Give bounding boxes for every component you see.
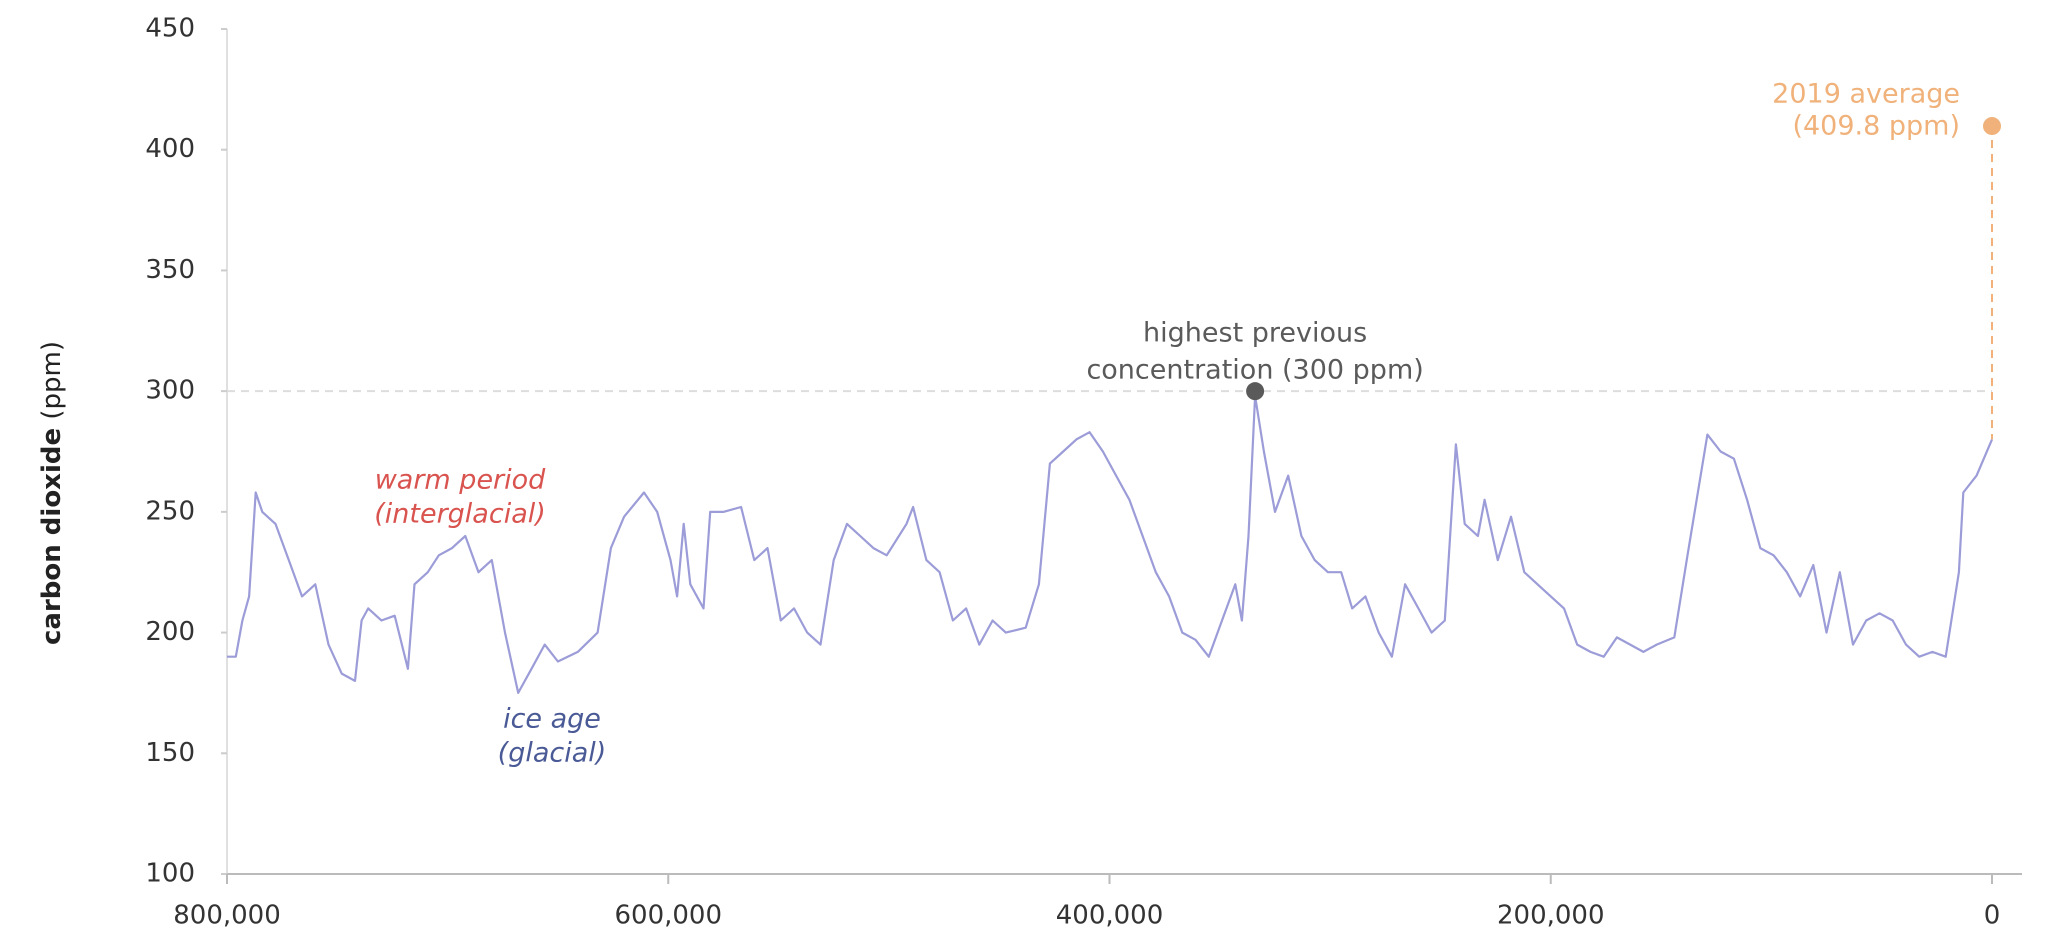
y-axis-label-unit: (ppm) bbox=[37, 341, 67, 420]
x-tick-label: 600,000 bbox=[614, 901, 722, 931]
x-tick-label: 400,000 bbox=[1056, 901, 1164, 931]
x-tick-label: 800,000 bbox=[173, 901, 281, 931]
annotation-marker bbox=[1983, 117, 2001, 136]
y-tick-label: 250 bbox=[145, 496, 195, 526]
y-axis-label-main: carbon dioxide bbox=[37, 428, 67, 645]
y-tick-label: 100 bbox=[145, 859, 195, 889]
y-tick-label: 200 bbox=[145, 617, 195, 647]
y-tick-label: 450 bbox=[145, 14, 195, 44]
y-tick-label: 300 bbox=[145, 376, 195, 406]
annotation-text: concentration (300 ppm) bbox=[1086, 355, 1423, 386]
annotation-text: 2019 average bbox=[1772, 79, 1960, 110]
y-tick-label: 400 bbox=[145, 134, 195, 164]
annotation-text: ice age bbox=[503, 704, 601, 735]
annotation-text: warm period bbox=[375, 465, 546, 496]
x-tick-label: 0 bbox=[1984, 901, 2001, 931]
annotation-text: (interglacial) bbox=[374, 499, 546, 530]
annotation-text: highest previous bbox=[1143, 318, 1367, 349]
y-tick-label: 350 bbox=[145, 255, 195, 285]
annotation-text: (glacial) bbox=[498, 738, 607, 769]
y-axis-label: carbon dioxide (ppm) bbox=[37, 341, 67, 645]
annotation-text: (409.8 ppm) bbox=[1792, 111, 1960, 142]
annotation-marker bbox=[1246, 382, 1265, 401]
y-tick-label: 150 bbox=[145, 738, 195, 768]
x-tick-label: 200,000 bbox=[1497, 901, 1605, 931]
data-line bbox=[227, 394, 1994, 694]
